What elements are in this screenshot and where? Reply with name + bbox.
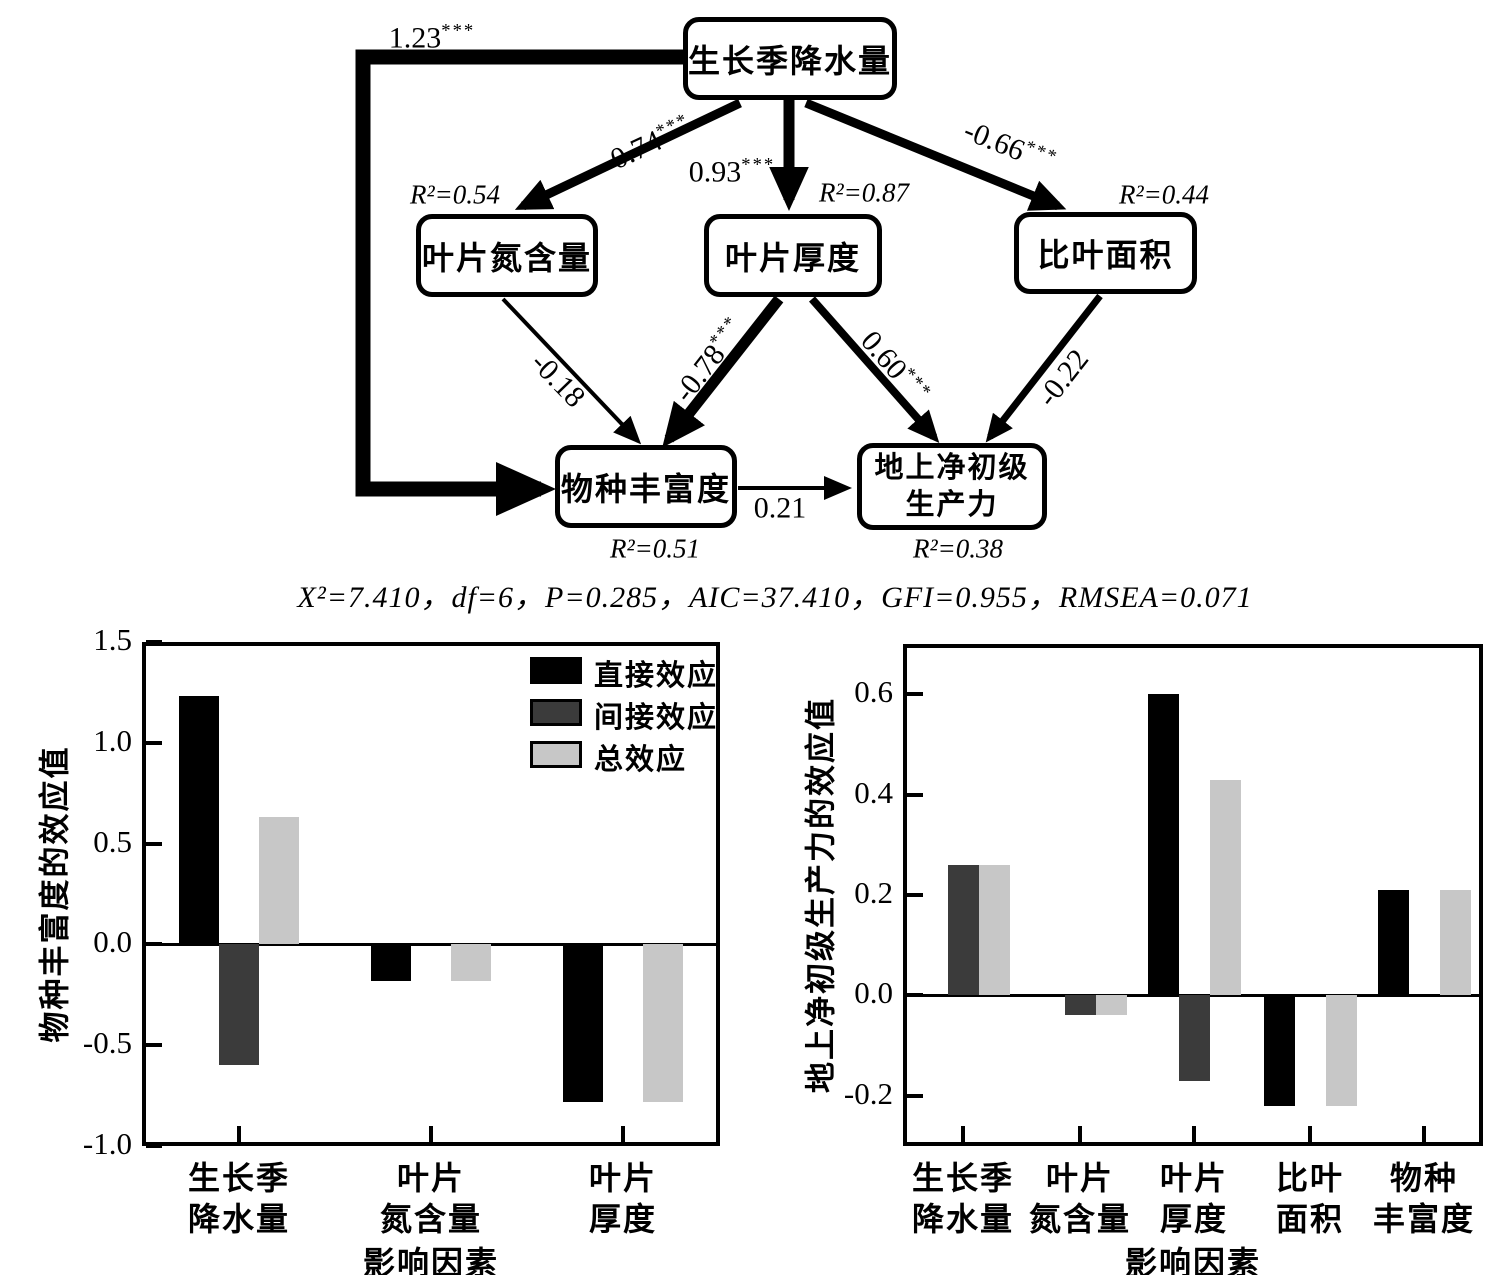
y-tick: [146, 640, 162, 644]
node-species-richness: 物种丰富度: [555, 445, 737, 528]
legend-label: 间接效应: [594, 702, 719, 734]
x-category-label: 比叶 面积: [1275, 1160, 1344, 1237]
bar-total-effect: [1209, 779, 1241, 996]
bar-total-effect: [259, 817, 299, 945]
y-tick-label: -1.0: [82, 1126, 132, 1161]
node-precipitation: 生长季降水量: [683, 17, 897, 100]
y-tick-label: 0.6: [854, 674, 893, 710]
x-tick: [1192, 1126, 1196, 1142]
node-anpp: 地上净初级 生产力: [857, 443, 1047, 530]
legend-swatch-bar-total-effect: [530, 741, 582, 768]
y-tick: [907, 893, 923, 897]
arrow-lt-to-anpp: [809, 296, 940, 443]
arrow-gsp-to-sr: [355, 49, 683, 517]
x-tick: [237, 1126, 241, 1142]
y-tick: [146, 942, 162, 947]
x-category-label: 叶片 氮含量: [1028, 1160, 1131, 1237]
legend-swatch-bar-indirect-effect: [530, 699, 582, 726]
r2-label-specific-leaf-area: R²=0.44: [1118, 179, 1210, 210]
path-label-sr-anpp: 0.21: [753, 491, 807, 525]
bar-direct-effect: [1147, 694, 1179, 996]
x-category-label: 物种 丰富度: [1372, 1160, 1475, 1237]
x-tick: [1422, 1126, 1426, 1142]
y-tick: [907, 792, 923, 797]
r2-label-anpp: R²=0.38: [912, 533, 1004, 564]
y-tick-label: 0.2: [854, 875, 893, 910]
x-tick: [429, 1126, 433, 1142]
x-category-label: 叶片 厚度: [1159, 1160, 1228, 1237]
y-tick-label: 1.0: [93, 722, 132, 758]
y-tick: [907, 692, 923, 697]
arrow-gsp-to-lnc: [514, 98, 742, 211]
x-category-label: 叶片 氮含量: [379, 1160, 482, 1237]
x-tick: [961, 1126, 965, 1142]
node-anpp-line1: 地上净初级: [874, 451, 1030, 484]
legend-label: 直接效应: [594, 660, 719, 692]
y-axis-title: 物种丰富度的效应值: [37, 745, 73, 1043]
bar-direct-effect: [1263, 995, 1295, 1106]
bar-total-effect: [451, 944, 491, 981]
plot-frame: [142, 642, 720, 1146]
y-tick: [146, 740, 162, 745]
arrow-lnc-to-sr: [501, 297, 642, 445]
x-category-label: 生长季 降水量: [911, 1160, 1014, 1237]
legend-swatch-bar-direct-effect: [530, 657, 582, 684]
zero-axis-line: [142, 942, 720, 946]
y-tick: [907, 1093, 923, 1098]
arrow-lt-to-sr: [662, 295, 784, 448]
x-category-label: 生长季 降水量: [187, 1160, 290, 1237]
y-tick-label: 0.0: [93, 924, 132, 960]
y-tick-label: 1.5: [93, 622, 132, 657]
x-tick: [1308, 1126, 1312, 1142]
y-tick-label: 0.5: [93, 823, 132, 859]
x-tick: [621, 1126, 625, 1142]
bar-indirect-effect: [1178, 995, 1210, 1081]
bar-direct-effect: [563, 944, 603, 1102]
legend-label: 总效应: [594, 744, 688, 776]
y-tick-label: 0.0: [854, 975, 893, 1011]
y-tick: [146, 1043, 162, 1048]
y-tick-label: -0.5: [82, 1025, 132, 1061]
r2-label-leaf-nitrogen: R²=0.54: [409, 179, 501, 210]
bar-indirect-effect: [947, 864, 979, 996]
bar-indirect-effect: [219, 944, 259, 1066]
x-tick: [1078, 1126, 1082, 1142]
path-label-gsp-lt: 0.93***: [688, 154, 776, 189]
bar-total-effect: [1439, 889, 1471, 996]
r2-label-species-richness: R²=0.51: [609, 533, 701, 564]
x-category-label: 叶片 厚度: [588, 1160, 657, 1237]
fit-statistics: X²=7.410，df=6，P=0.285，AIC=37.410，GFI=0.9…: [297, 581, 1253, 614]
bar-total-effect: [1325, 995, 1357, 1106]
r2-label-leaf-thickness: R²=0.87: [818, 177, 910, 208]
node-leaf-thickness: 叶片厚度: [704, 214, 882, 297]
arrow-gsp-to-sla: [804, 98, 1067, 211]
bar-direct-effect: [179, 696, 219, 945]
sem-arrows: [355, 49, 1103, 517]
y-tick: [146, 841, 162, 846]
bar-direct-effect: [371, 944, 411, 981]
path-label-gsp-sr: 1.23***: [388, 20, 476, 55]
y-tick: [907, 993, 923, 998]
bar-direct-effect: [1377, 889, 1409, 996]
y-tick: [146, 1144, 162, 1148]
node-anpp-line2: 生产力: [905, 488, 999, 521]
y-tick-label: 0.4: [854, 774, 893, 810]
node-specific-leaf-area: 比叶面积: [1014, 212, 1197, 294]
bar-total-effect: [643, 944, 683, 1102]
x-axis-title: 影响因素: [362, 1245, 499, 1275]
bar-total-effect: [1095, 995, 1127, 1016]
x-axis-title: 影响因素: [1124, 1245, 1261, 1275]
y-axis-title: 地上净初级生产力的效应值: [803, 697, 839, 1093]
bar-total-effect: [978, 864, 1010, 996]
node-leaf-nitrogen: 叶片氮含量: [416, 214, 598, 297]
bar-indirect-effect: [1064, 995, 1096, 1016]
arrow-sla-to-anpp: [985, 293, 1103, 443]
plot-frame: [903, 644, 1483, 1146]
y-tick-label: -0.2: [843, 1075, 893, 1111]
